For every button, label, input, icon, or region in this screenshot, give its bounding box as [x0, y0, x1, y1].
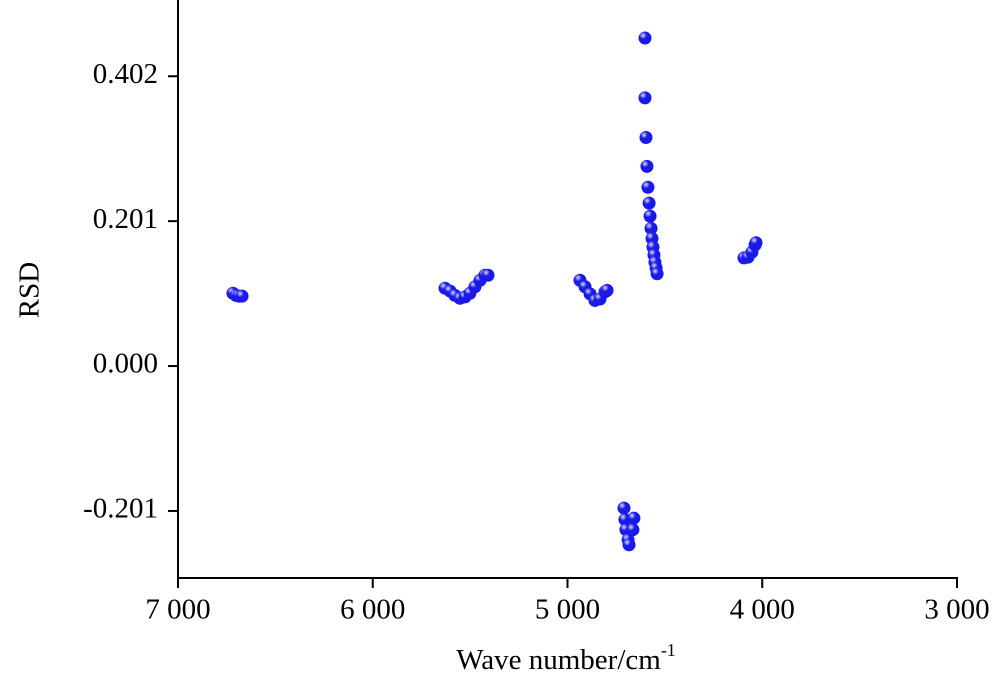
point [600, 283, 614, 297]
point [235, 289, 249, 303]
point-highlight [235, 289, 249, 303]
point-highlight [600, 283, 614, 297]
y-axis-label: RSD [14, 262, 46, 318]
point [650, 267, 664, 281]
point [622, 538, 636, 552]
point [749, 236, 763, 250]
point [644, 221, 658, 235]
point-highlight [627, 511, 641, 525]
point-highlight [643, 209, 657, 223]
point [638, 31, 652, 45]
point [640, 159, 654, 173]
x-axis-label-text: Wave number/cm [456, 644, 661, 676]
x-tick-label: 3 000 [924, 594, 989, 626]
x-tick-label: 6 000 [340, 594, 405, 626]
y-tick-label: 0.000 [93, 348, 158, 380]
x-tick-label: 4 000 [730, 594, 795, 626]
point-highlight [640, 159, 654, 173]
point-highlight [626, 523, 640, 537]
point-highlight [617, 501, 631, 515]
y-tick-label: 0.201 [93, 203, 158, 235]
x-tick-label: 7 000 [145, 594, 210, 626]
point-highlight [639, 131, 653, 145]
point [638, 91, 652, 105]
y-tick-label: -0.201 [83, 493, 158, 525]
point [642, 196, 656, 210]
point-highlight [638, 31, 652, 45]
point [626, 523, 640, 537]
point-highlight [642, 196, 656, 210]
point [639, 131, 653, 145]
point [627, 511, 641, 525]
point-highlight [641, 180, 655, 194]
point-highlight [638, 91, 652, 105]
x-tick-label: 5 000 [535, 594, 600, 626]
point [643, 209, 657, 223]
x-axis-label: Wave number/cm-1 [456, 640, 676, 676]
y-tick-label: 0.402 [93, 58, 158, 90]
point [481, 268, 495, 282]
point-highlight [650, 267, 664, 281]
point-highlight [749, 236, 763, 250]
point-highlight [644, 221, 658, 235]
point [617, 501, 631, 515]
point-highlight [481, 268, 495, 282]
point-highlight [622, 538, 636, 552]
x-axis-label-superscript: -1 [661, 640, 676, 660]
point [641, 180, 655, 194]
